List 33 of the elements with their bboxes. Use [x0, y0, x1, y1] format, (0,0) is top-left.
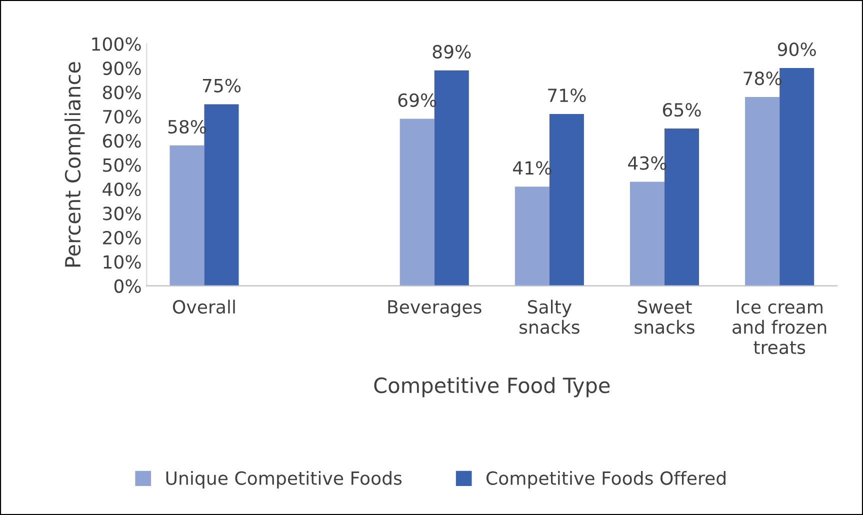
x-tick-label: Overall	[172, 300, 235, 314]
y-tick-label: 90%	[102, 61, 141, 76]
y-axis-title: Percent Compliance	[64, 62, 85, 267]
bar	[630, 182, 665, 286]
y-tick-label: 20%	[103, 230, 141, 245]
y-tick-label: 100%	[92, 37, 141, 51]
bar	[780, 68, 814, 286]
x-tick-label: Ice cream and frozen treats	[732, 300, 826, 354]
data-label: 75%	[202, 78, 241, 92]
data-label: 89%	[432, 44, 471, 59]
data-label: 90%	[778, 42, 816, 56]
bar	[745, 97, 780, 286]
y-tick-label: 50%	[103, 158, 141, 172]
legend-label: Competitive Foods Offered	[486, 470, 726, 488]
y-tick-label: 40%	[102, 182, 141, 196]
data-label: 65%	[662, 103, 701, 117]
bar	[514, 186, 550, 286]
x-tick-label: Salty snacks	[520, 300, 580, 334]
x-axis-title: Competitive Food Type	[374, 377, 610, 398]
y-tick-label: 70%	[103, 110, 141, 124]
x-tick-label: Sweet snacks	[634, 300, 694, 334]
bar	[170, 145, 204, 286]
y-tick-label: 10%	[104, 255, 141, 269]
bar	[664, 128, 700, 286]
y-tick-label: 60%	[102, 134, 141, 148]
y-tick-label: 80%	[102, 86, 141, 100]
y-tick-label: 0%	[114, 279, 141, 293]
bar	[204, 104, 239, 286]
legend-label: Unique Competitive Foods	[166, 470, 402, 488]
x-tick-label: Beverages	[388, 300, 482, 318]
y-tick-label: 30%	[103, 206, 141, 220]
data-label: 71%	[548, 88, 586, 102]
bar	[400, 118, 434, 286]
